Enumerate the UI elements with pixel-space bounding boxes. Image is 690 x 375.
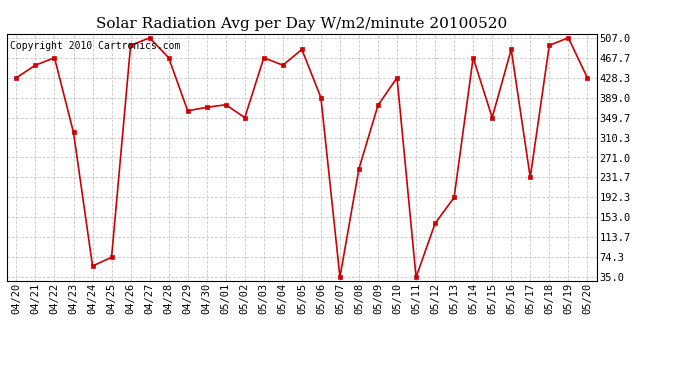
Text: Copyright 2010 Cartronics.com: Copyright 2010 Cartronics.com	[10, 41, 180, 51]
Title: Solar Radiation Avg per Day W/m2/minute 20100520: Solar Radiation Avg per Day W/m2/minute …	[96, 17, 508, 31]
